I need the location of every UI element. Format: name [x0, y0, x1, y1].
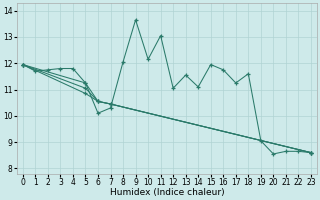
X-axis label: Humidex (Indice chaleur): Humidex (Indice chaleur) [109, 188, 224, 197]
